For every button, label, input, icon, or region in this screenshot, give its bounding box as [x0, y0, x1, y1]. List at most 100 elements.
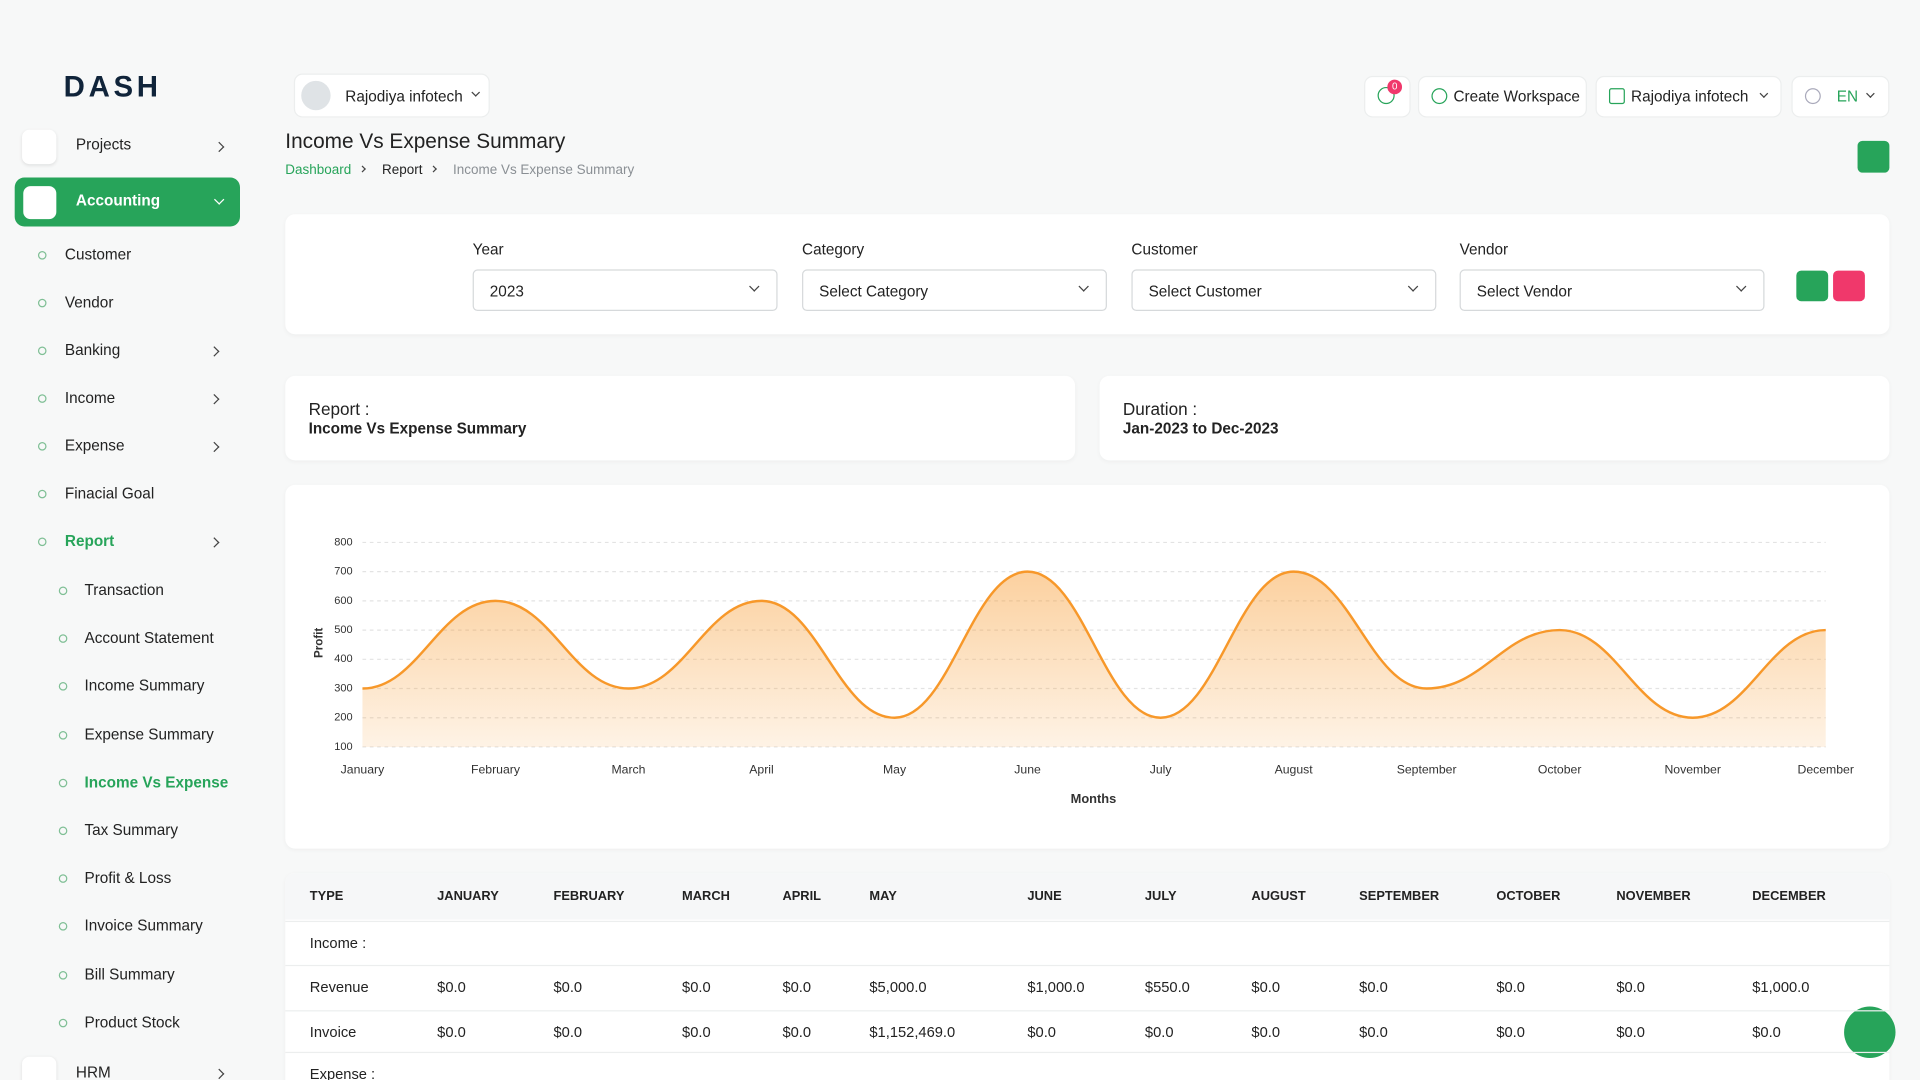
y-tick-label: 700 [334, 566, 352, 578]
accounting-icon [23, 186, 56, 219]
language-menu[interactable]: EN [1791, 76, 1889, 118]
table-cell: $0.0 [782, 1024, 811, 1041]
nav-subitem[interactable]: Invoice Summary [84, 918, 202, 935]
nav-subitem[interactable]: Tax Summary [84, 822, 178, 839]
y-tick-label: 200 [334, 712, 352, 724]
vendor-select[interactable]: Select Vendor [1460, 269, 1765, 311]
nav-dot [38, 251, 47, 260]
nav-item[interactable]: Banking [65, 342, 120, 359]
y-tick-label: 300 [334, 682, 352, 694]
nav-subitem[interactable]: Profit & Loss [84, 870, 171, 887]
nav-item[interactable]: Report [65, 533, 114, 550]
table-header: JUNE [1027, 889, 1061, 904]
table-cell: $0.0 [682, 978, 711, 995]
table-header: NOVEMBER [1616, 889, 1690, 904]
nav-subitem[interactable]: Account Statement [84, 630, 213, 647]
chevron [749, 281, 759, 291]
user-menu[interactable]: Rajodiya infotech [1596, 76, 1782, 118]
breadcrumb[interactable]: Report [382, 163, 422, 178]
report-label: Report : [309, 399, 370, 419]
table-header: TYPE [310, 889, 344, 904]
chevron [214, 1069, 224, 1079]
nav-item[interactable]: Customer [65, 246, 131, 263]
year-select[interactable]: 2023 [473, 269, 778, 311]
nav-accounting[interactable]: Accounting [76, 192, 160, 209]
logo[interactable]: DASH [64, 71, 162, 105]
chevron [1408, 281, 1418, 291]
x-tick-label: March [611, 762, 645, 776]
y-tick-label: 500 [334, 624, 352, 636]
table-cell: Revenue [310, 978, 369, 995]
nav-subitem[interactable]: Transaction [84, 582, 163, 599]
table-cell: $0.0 [1145, 1024, 1174, 1041]
x-tick-label: April [749, 762, 773, 776]
nav-dot [38, 347, 47, 356]
nav-dot [59, 827, 68, 836]
select-value: Select Vendor [1477, 283, 1572, 300]
nav-dot [59, 779, 68, 788]
user-name: Rajodiya infotech [1631, 88, 1748, 105]
nav-item[interactable]: Income [65, 389, 115, 406]
hrm-icon [22, 1057, 56, 1080]
nav-projects[interactable]: Projects [76, 136, 131, 153]
download-button[interactable] [1858, 141, 1890, 173]
x-tick-label: May [883, 762, 907, 776]
nav-dot [59, 587, 68, 596]
chevron [359, 166, 366, 173]
table-cell: $1,000.0 [1027, 978, 1084, 995]
nav-subitem[interactable]: Income Vs Expense [84, 774, 228, 791]
chevron [1866, 89, 1875, 98]
row-divider [285, 1052, 1889, 1053]
y-tick-label: 600 [334, 595, 352, 607]
table-cell: Invoice [310, 1024, 357, 1041]
chevron [1760, 89, 1769, 98]
y-tick-label: 100 [334, 741, 352, 753]
plus-icon [1431, 88, 1447, 104]
cart-button[interactable] [1844, 1007, 1895, 1058]
table-cell: $0.0 [1359, 1024, 1388, 1041]
x-tick-label: September [1397, 762, 1457, 776]
table-cell: $0.0 [1616, 978, 1645, 995]
nav-hrm[interactable]: HRM [76, 1064, 111, 1080]
nav-item[interactable]: Finacial Goal [65, 485, 154, 502]
breadcrumb[interactable]: Dashboard [285, 163, 351, 178]
table-cell: $0.0 [1251, 1024, 1280, 1041]
chevron [1078, 281, 1088, 291]
globe-icon [1805, 88, 1821, 104]
row-divider [285, 921, 1889, 922]
create-workspace-label: Create Workspace [1453, 88, 1579, 105]
chevron [209, 442, 219, 452]
reset-button[interactable] [1833, 271, 1865, 302]
nav-subitem[interactable]: Income Summary [84, 678, 204, 695]
workspace-name: Rajodiya infotech [345, 88, 462, 105]
nav-dot [59, 1019, 68, 1028]
x-tick-label: October [1538, 762, 1582, 776]
table-cell: Expense : [310, 1065, 375, 1080]
select-value: Select Customer [1149, 283, 1262, 300]
filter-label: Year [473, 241, 504, 258]
nav-item[interactable]: Vendor [65, 294, 114, 311]
category-select[interactable]: Select Category [802, 269, 1107, 311]
table-header: JULY [1145, 889, 1177, 904]
nav-subitem[interactable]: Bill Summary [84, 966, 174, 983]
nav-subitem[interactable]: Expense Summary [84, 726, 213, 743]
nav-item[interactable]: Expense [65, 437, 125, 454]
chevron [430, 166, 437, 173]
workspace-switcher[interactable]: Rajodiya infotech [294, 73, 490, 117]
chevron [1736, 281, 1746, 291]
chevron [471, 88, 480, 97]
search-button[interactable] [1796, 271, 1828, 302]
create-workspace[interactable]: Create Workspace [1418, 76, 1587, 118]
customer-select[interactable]: Select Customer [1131, 269, 1436, 311]
table-cell: $1,000.0 [1752, 978, 1809, 995]
filter-label: Category [802, 241, 864, 258]
nav-subitem[interactable]: Product Stock [84, 1014, 179, 1031]
notifications[interactable]: 0 [1364, 76, 1411, 118]
filter-label: Vendor [1460, 241, 1509, 258]
page-title: Income Vs Expense Summary [285, 130, 565, 154]
table-cell: $0.0 [1027, 1024, 1056, 1041]
table-cell: $0.0 [1496, 1024, 1525, 1041]
duration-value: Jan-2023 to Dec-2023 [1123, 420, 1279, 437]
area-fill [362, 572, 1825, 747]
